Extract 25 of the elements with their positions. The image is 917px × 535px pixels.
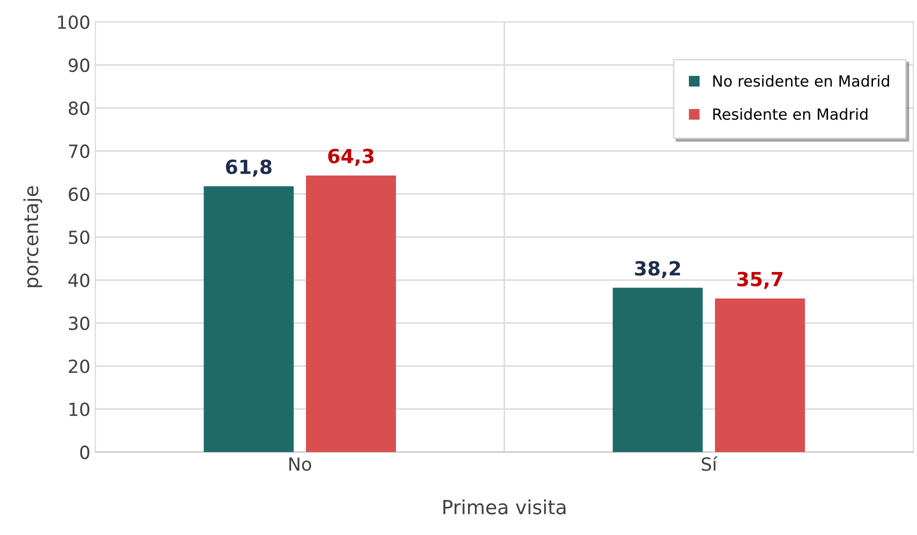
bar <box>714 298 805 452</box>
data-label: 38,2 <box>635 260 680 278</box>
y-tick-label: 80 <box>68 101 90 116</box>
y-axis-title: porcentaje <box>23 186 42 288</box>
x-tick-label: Sí <box>702 456 718 471</box>
y-tick-label: 30 <box>68 316 90 330</box>
bar <box>204 186 294 452</box>
y-tick-label: 100 <box>58 15 90 30</box>
data-label: 64,3 <box>328 148 374 166</box>
legend-label: No residente en Madrid <box>713 74 890 87</box>
bar <box>306 175 396 452</box>
data-label: 61,8 <box>226 159 272 177</box>
y-tick-label: 40 <box>68 273 90 288</box>
y-tick-label: 60 <box>68 187 90 202</box>
x-axis-title: Primea visita <box>443 499 566 514</box>
y-tick-label: 50 <box>68 230 90 244</box>
x-tick-label: No <box>289 457 312 471</box>
data-label: 35,7 <box>737 272 782 289</box>
y-tick-label: 70 <box>69 144 90 158</box>
y-tick-label: 10 <box>70 402 90 416</box>
y-tick-label: 90 <box>68 58 90 72</box>
y-tick-label: 0 <box>80 446 90 460</box>
legend-label: Residente en Madrid <box>713 108 868 120</box>
bar <box>612 288 703 452</box>
y-tick-label: 20 <box>68 360 90 374</box>
